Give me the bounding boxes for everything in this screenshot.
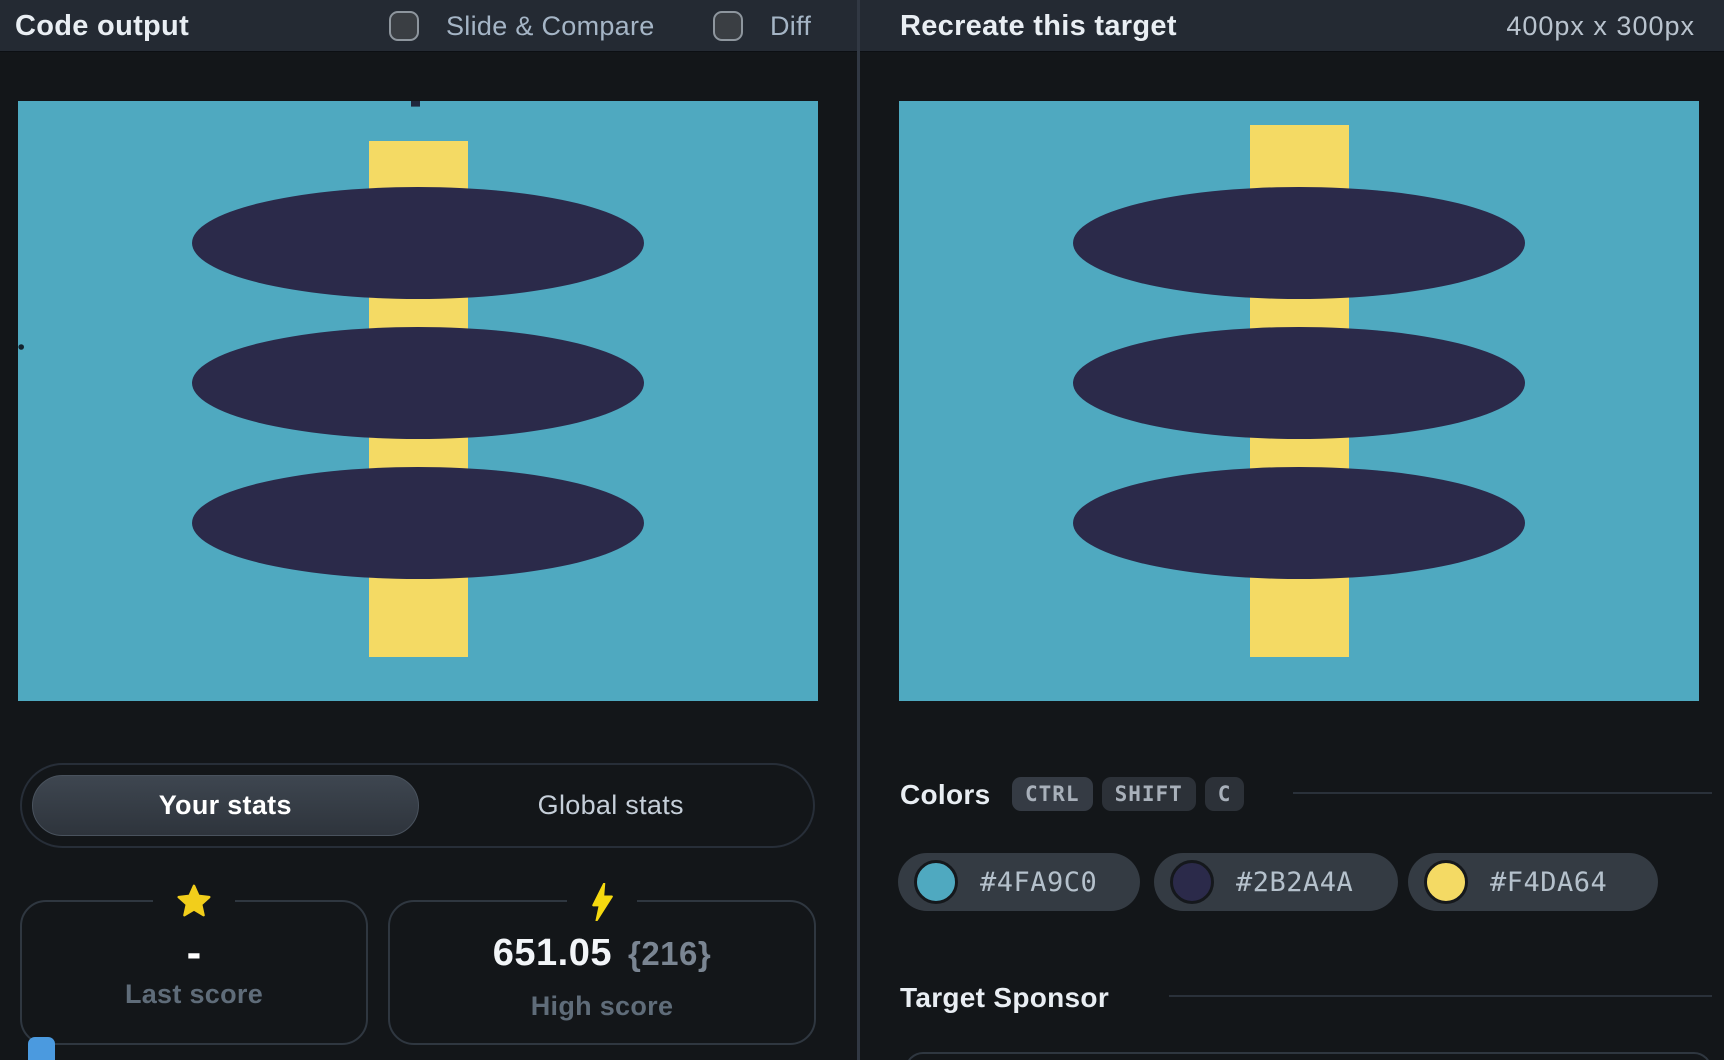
stats-tabbar: Your stats Global stats bbox=[20, 763, 815, 848]
last-score-value: - bbox=[186, 928, 202, 977]
navy-hex-label: #2B2A4A bbox=[1236, 866, 1354, 898]
diff-label: Diff bbox=[770, 11, 812, 41]
sponsor-section-title: Target Sponsor bbox=[900, 982, 1110, 1013]
key-c: C bbox=[1204, 777, 1245, 811]
last-score-label: Last score bbox=[124, 979, 264, 1009]
lightning-icon bbox=[567, 879, 637, 925]
star-icon bbox=[153, 879, 235, 925]
target-dimensions-label: 400px x 300px bbox=[1506, 11, 1695, 41]
navy-color-circle bbox=[1170, 860, 1214, 904]
tab-global-stats[interactable]: Global stats bbox=[537, 790, 684, 820]
high-score-value: 651.05 bbox=[492, 931, 612, 974]
yellow-hex-label: #F4DA64 bbox=[1490, 866, 1608, 898]
slide-compare-label: Slide & Compare bbox=[446, 11, 655, 41]
colors-shortcut-keys: CTRL SHIFT C bbox=[1012, 777, 1245, 811]
bottom-left-blue-button[interactable] bbox=[28, 1037, 55, 1060]
sponsor-card-partial bbox=[905, 1052, 1712, 1060]
target-image-canvas[interactable] bbox=[899, 101, 1699, 701]
top-bar bbox=[0, 0, 1724, 52]
recreate-target-title: Recreate this target bbox=[900, 10, 1177, 42]
tab-your-stats[interactable]: Your stats bbox=[32, 775, 419, 836]
key-ctrl: CTRL bbox=[1012, 777, 1093, 811]
high-score-card: 651.05 {216} High score bbox=[388, 879, 816, 1045]
code-output-canvas bbox=[18, 101, 818, 701]
colors-divider bbox=[1293, 792, 1712, 794]
diff-checkbox[interactable] bbox=[713, 11, 743, 41]
sponsor-divider bbox=[1169, 995, 1712, 997]
colors-section-title: Colors bbox=[900, 779, 991, 810]
high-score-char-count: {216} bbox=[627, 934, 712, 972]
color-swatch-navy[interactable]: #2B2A4A bbox=[1154, 853, 1398, 911]
color-swatch-yellow[interactable]: #F4DA64 bbox=[1408, 853, 1658, 911]
teal-hex-label: #4FA9C0 bbox=[980, 866, 1098, 898]
yellow-color-circle bbox=[1424, 860, 1468, 904]
panel-divider bbox=[857, 0, 860, 1060]
last-score-card: - Last score bbox=[20, 879, 368, 1045]
high-score-label: High score bbox=[530, 990, 674, 1021]
color-swatch-teal[interactable]: #4FA9C0 bbox=[898, 853, 1140, 911]
key-shift: SHIFT bbox=[1101, 777, 1196, 811]
code-output-title: Code output bbox=[15, 10, 190, 42]
slide-compare-checkbox[interactable] bbox=[389, 11, 419, 41]
teal-color-circle bbox=[914, 860, 958, 904]
